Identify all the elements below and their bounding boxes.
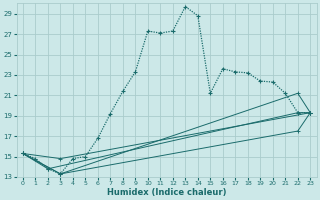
X-axis label: Humidex (Indice chaleur): Humidex (Indice chaleur) [107,188,226,197]
